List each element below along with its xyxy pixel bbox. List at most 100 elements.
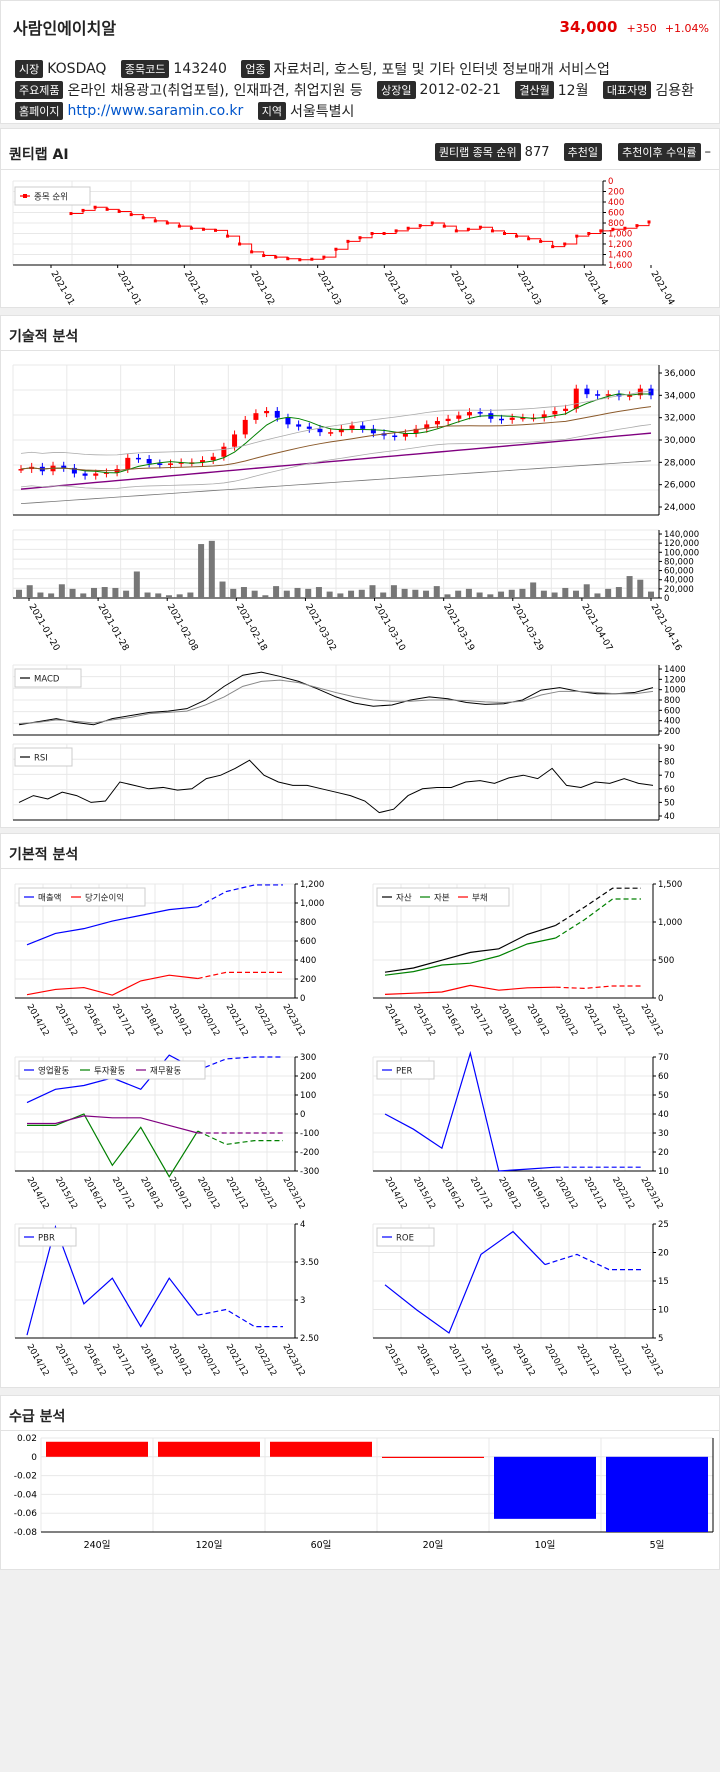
- y-tick-label: 80: [664, 758, 675, 768]
- legend-box: [14, 668, 82, 688]
- code-value: 143240: [173, 61, 227, 77]
- candle-body: [103, 472, 109, 474]
- legend-box: [376, 887, 510, 907]
- forecast-line: [197, 1056, 283, 1071]
- x-tick-label: 5일: [650, 1540, 665, 1551]
- x-tick-label: 2014/12: [24, 1343, 50, 1379]
- volume-bar: [519, 588, 526, 598]
- volume-bar: [573, 590, 580, 598]
- x-tick-label: 2018/12: [138, 1343, 164, 1379]
- candle-body: [648, 388, 654, 396]
- candle-body: [338, 428, 344, 433]
- roe-chart: 25 20 15 10 5 2015/12 2016/12 2017/12 2018/12 201…: [372, 1220, 669, 1378]
- x-tick-label: 2023/12: [638, 1176, 664, 1212]
- x-tick-label: 2019/12: [167, 1003, 193, 1039]
- x-tick-label: 2021-03-02: [315, 270, 350, 306]
- rank-point: [165, 221, 169, 225]
- x-tick-label: 2017/12: [110, 1343, 136, 1379]
- moving-average-line: [20, 432, 652, 490]
- legend-label: 투자활동: [94, 1066, 125, 1077]
- rank-point: [623, 226, 627, 230]
- y-tick-label: 3: [300, 1296, 305, 1306]
- rank-point: [274, 255, 278, 259]
- x-tick-label: 2019/12: [525, 1003, 551, 1039]
- candle-body: [82, 473, 88, 476]
- y-tick-label: 60,000: [664, 567, 694, 577]
- series-line: [26, 974, 198, 996]
- rank-value: 877: [524, 144, 550, 160]
- y-tick-label: 90: [664, 744, 675, 754]
- y-tick-label: 1,400: [608, 251, 632, 261]
- x-tick-label: 2021-04-16: [648, 270, 683, 306]
- volume-bar: [165, 595, 172, 598]
- rank-point: [563, 242, 567, 246]
- x-tick-label: 2014/12: [382, 1003, 408, 1039]
- x-tick-label: 2021/12: [224, 1343, 250, 1379]
- y-tick-label: 70: [658, 1053, 669, 1063]
- rank-point: [430, 221, 434, 225]
- x-tick-label: 2021-01-20: [26, 603, 61, 654]
- y-tick-label: 600: [608, 209, 624, 219]
- x-tick-label: 2021-02-08: [182, 270, 217, 306]
- moving-average-line: [20, 460, 652, 505]
- y-tick-label: 1,200: [300, 880, 324, 890]
- volume-bar: [176, 594, 183, 598]
- x-tick-label: 2021-04-07: [582, 270, 617, 306]
- x-tick-label: 2018/12: [496, 1003, 522, 1039]
- series-line: [26, 1224, 199, 1336]
- info-row-3: 홈페이지 http://www.saramin.co.kr 지역 서울특별시: [15, 101, 364, 121]
- volume-bar: [498, 591, 505, 598]
- rank-point: [105, 207, 109, 211]
- rsi-chart: 90 80 70 60 50 40 RSI: [12, 743, 675, 822]
- rank-point: [587, 232, 591, 235]
- candle-body: [413, 428, 419, 434]
- legend-box: [14, 186, 91, 206]
- y-tick-label: 120,000: [664, 539, 699, 549]
- volume-bar: [90, 587, 97, 598]
- rank-point: [394, 229, 398, 233]
- volume-bar: [390, 585, 397, 598]
- x-tick-label: 2018/12: [138, 1003, 164, 1039]
- x-tick-label: 240일: [84, 1540, 111, 1551]
- x-tick-label: 2021/12: [582, 1003, 608, 1039]
- y-tick-label: 40: [658, 1110, 669, 1120]
- fundamental-card: 기본적 분석 1,200 1,000 800 600 400 200 0 2014/12 201…: [0, 833, 720, 1388]
- candle-body: [167, 463, 173, 465]
- y-tick-label: 1,500: [658, 880, 682, 890]
- y-tick-label: 20: [658, 1148, 669, 1158]
- candle-body: [445, 418, 451, 422]
- volume-bar: [337, 593, 344, 598]
- moving-average-line: [20, 406, 652, 472]
- volume-bar: [583, 584, 590, 598]
- products-value: 온라인 채용광고(취업포털), 인재파견, 취업지원 등: [67, 83, 363, 99]
- volume-bar: [433, 586, 440, 598]
- homepage-link[interactable]: http://www.saramin.co.kr: [67, 103, 244, 119]
- y-tick-label: 500: [658, 956, 674, 966]
- market-value: KOSDAQ: [47, 61, 107, 77]
- fiscal-value: 12월: [557, 83, 589, 99]
- y-tick-label: 0: [31, 1453, 37, 1463]
- candle-body: [18, 469, 24, 471]
- legend-box: [18, 1060, 206, 1080]
- candle-body: [232, 434, 238, 447]
- candle-body: [520, 417, 526, 420]
- x-tick-label: 2018/12: [496, 1176, 522, 1212]
- market-tag: 시장: [15, 60, 44, 78]
- volume-bar: [540, 590, 547, 598]
- quantilab-stats: 퀀티랩 종목 순위 877 추천일 추천이후 수익률 –: [434, 143, 711, 161]
- x-tick-label: 2021-03-29: [510, 603, 545, 654]
- legend-label: ROE: [396, 1234, 414, 1244]
- price-box: 34,000 +350 +1.04%: [560, 17, 709, 36]
- quantilab-title: 퀀티랩 AI: [9, 147, 69, 163]
- y-tick-label: 26,000: [664, 481, 696, 491]
- x-tick-label: 2022/12: [610, 1176, 636, 1212]
- volume-bar: [315, 587, 322, 598]
- forecast-line: [197, 1308, 283, 1328]
- rank-point: [201, 227, 205, 231]
- y-tick-label: 1,200: [608, 240, 632, 250]
- rank-point: [298, 258, 302, 262]
- rank-point: [250, 250, 254, 254]
- rank-point: [442, 224, 446, 228]
- volume-bar: [155, 593, 162, 598]
